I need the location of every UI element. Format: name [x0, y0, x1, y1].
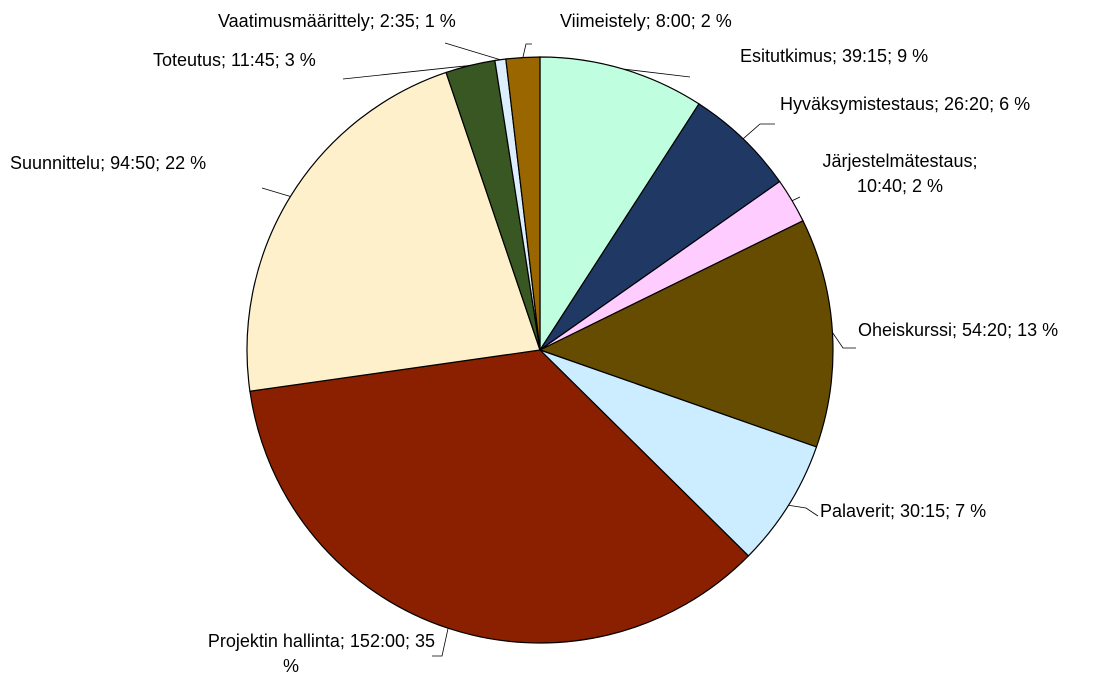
slice-label: Hyväksymistestaus; 26:20; 6 %	[780, 94, 1030, 114]
leader-line	[444, 42, 501, 61]
leader-line	[261, 187, 291, 197]
leader-line	[522, 43, 532, 58]
slice-label: Suunnittelu; 94:50; 22 %	[10, 153, 206, 173]
pie-slice	[505, 56, 541, 351]
pie-slice	[539, 56, 700, 353]
slice-label: Viimeistely; 8:00; 2 %	[560, 11, 732, 31]
slice-label: Palaverit; 30:15; 7 %	[820, 501, 986, 521]
pie-slice	[538, 220, 834, 448]
slice-label: Projektin hallinta; 152:00; 35	[208, 631, 435, 651]
leader-line	[742, 123, 775, 140]
leader-line	[622, 68, 691, 78]
slice-label: Oheiskurssi; 54:20; 13 %	[858, 320, 1058, 340]
leader-line	[432, 628, 449, 657]
slice-label: Vaatimusmäärittely; 2:35; 1 %	[218, 11, 456, 31]
leader-line	[788, 504, 819, 517]
slice-label: Järjestelmätestaus;	[822, 151, 977, 171]
slice-label: %	[283, 656, 299, 675]
pie-slice	[246, 71, 541, 392]
slice-label: Esitutkimus; 39:15; 9 %	[740, 46, 928, 66]
slice-label: Toteutus; 11:45; 3 %	[153, 50, 316, 70]
leader-line	[791, 196, 801, 202]
leader-line	[832, 332, 856, 349]
pie-slice	[539, 349, 818, 557]
slice-label: 10:40; 2 %	[857, 176, 943, 196]
leader-line	[342, 65, 471, 80]
